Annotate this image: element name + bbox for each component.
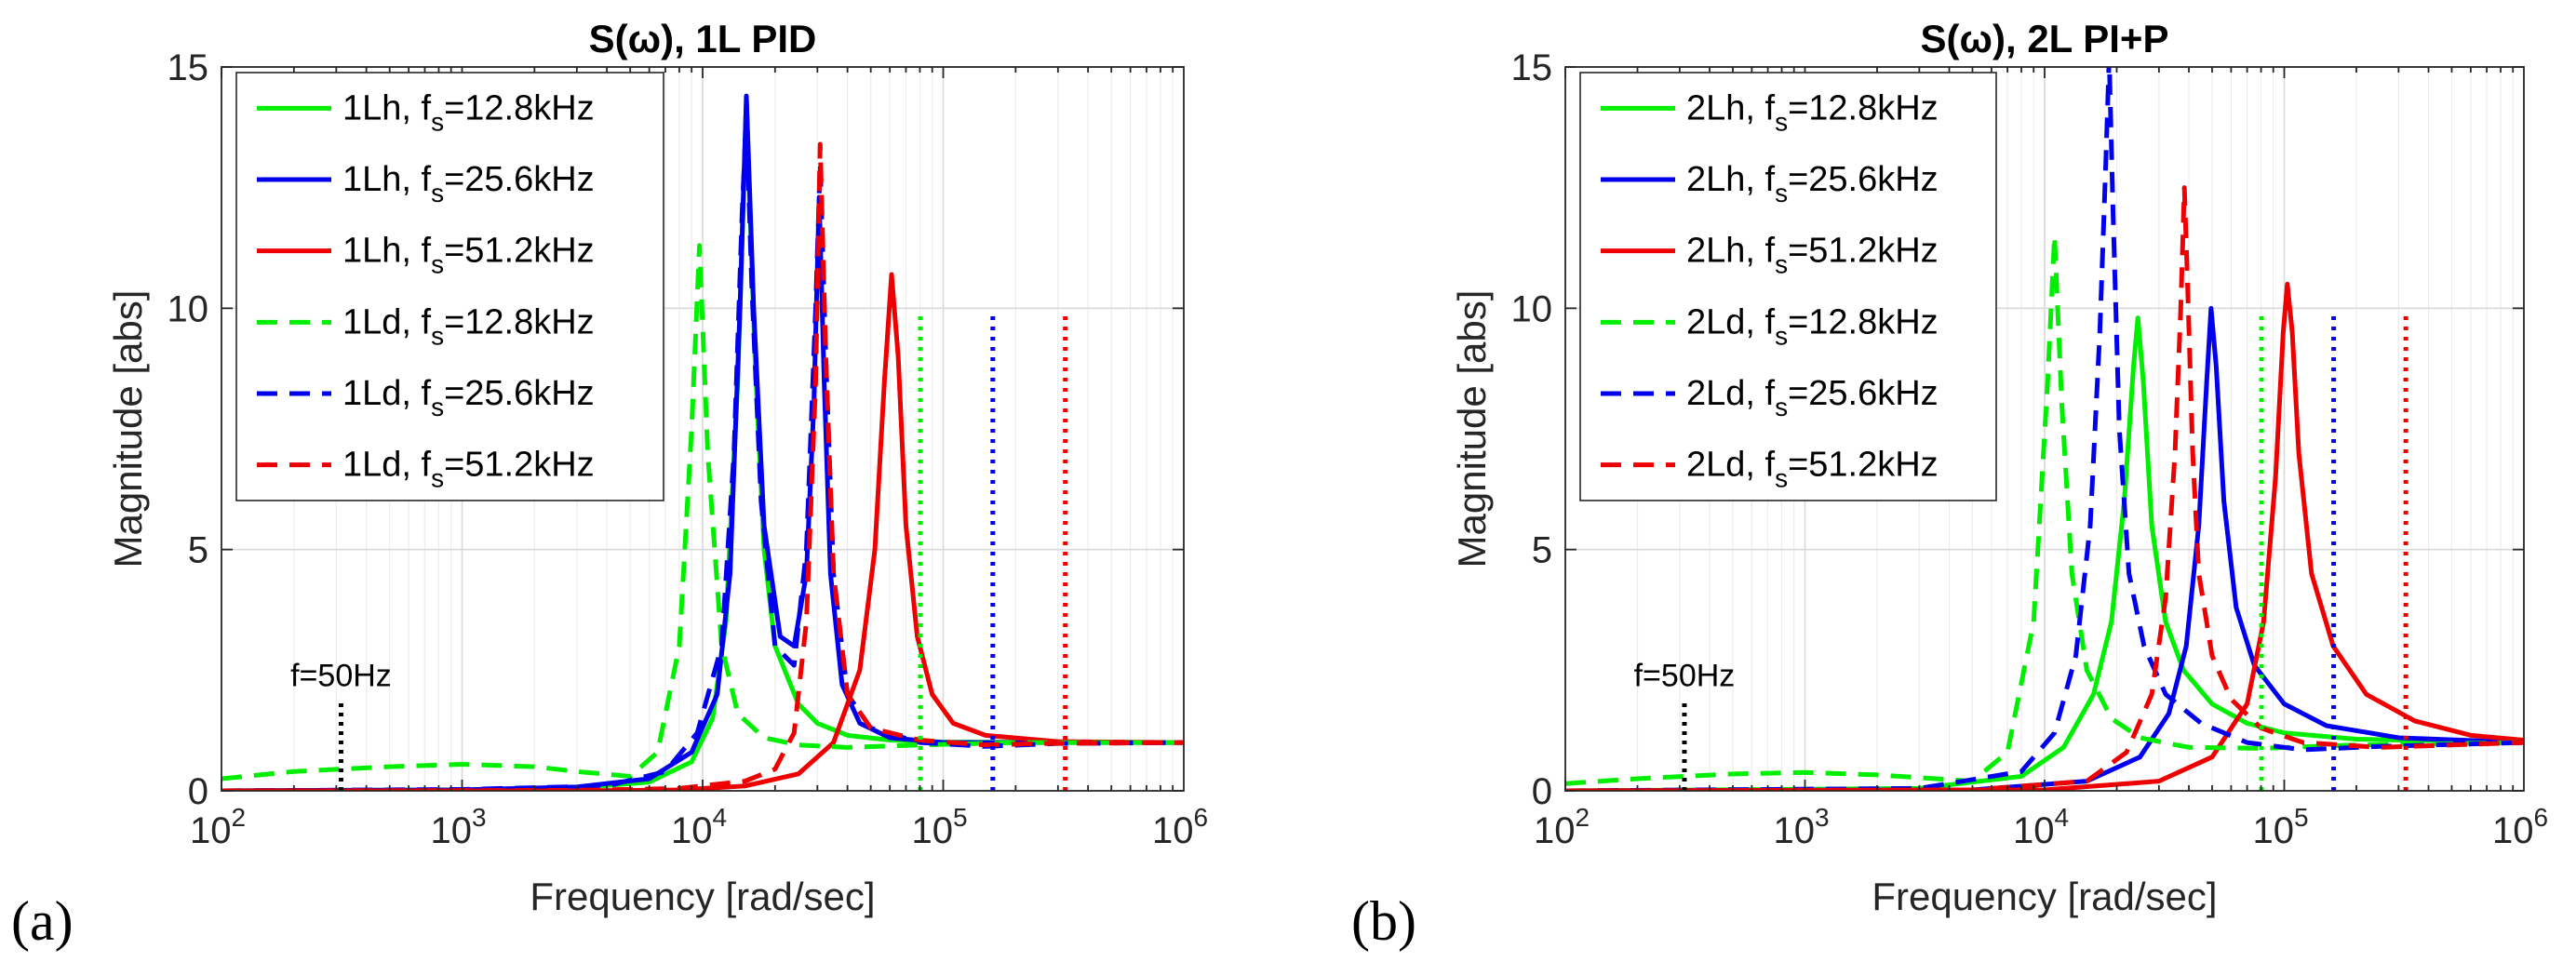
legend-label: 2Ld, fs=12.8kHz	[1686, 302, 1939, 350]
series-line-2	[221, 272, 1184, 791]
chart-title: S(ω), 1L PID	[589, 17, 817, 60]
legend-label: 1Lh, fs=51.2kHz	[342, 232, 595, 279]
y-tick-label: 10	[1511, 288, 1553, 329]
x-tick-label: 102	[1534, 803, 1590, 851]
y-tick-label: 0	[188, 771, 208, 812]
series-line-5	[1565, 185, 2524, 791]
y-tick-label: 10	[168, 288, 209, 329]
x-tick-label: 106	[2492, 803, 2548, 851]
series-line-3	[1565, 234, 2524, 786]
series-line-2	[1565, 281, 2524, 791]
legend-label: 1Ld, fs=25.6kHz	[342, 374, 595, 421]
y-tick-label: 15	[168, 47, 209, 88]
x-tick-label: 104	[2013, 803, 2069, 851]
legend-label: 1Lh, fs=12.8kHz	[342, 88, 595, 136]
legend-box	[1579, 72, 1997, 501]
legend-label: 2Ld, fs=25.6kHz	[1686, 374, 1939, 421]
series-line-5	[221, 141, 1184, 791]
x-axis-label: Frequency [rad/sec]	[530, 875, 875, 918]
series-line-4	[221, 113, 1184, 791]
series-group	[221, 93, 1184, 791]
legend-label: 1Ld, fs=51.2kHz	[342, 446, 595, 493]
ticks	[221, 66, 1184, 792]
chart-title: S(ω), 2L PI+P	[1921, 17, 2169, 60]
y-axis-label: Magnitude [abs]	[106, 290, 150, 568]
y-tick-label: 15	[1511, 47, 1553, 88]
y-tick-label: 5	[1532, 530, 1552, 571]
series-line-3	[221, 243, 1184, 782]
y-tick-label: 5	[188, 530, 208, 571]
y-axis-label: Magnitude [abs]	[1450, 290, 1494, 568]
panel-label: (a)	[11, 890, 74, 952]
legend-box	[235, 72, 664, 501]
annotation-label: f=50Hz	[1634, 658, 1736, 693]
legend-label: 2Ld, fs=51.2kHz	[1686, 446, 1939, 493]
x-tick-label: 102	[190, 803, 246, 851]
chart-panel-0: f=50Hz 102 103 104 105 106 0 5 10 15 Frequency [ra…	[11, 17, 1208, 952]
ticks	[1564, 66, 2524, 792]
x-tick-label: 103	[430, 803, 486, 851]
x-tick-label: 105	[2252, 803, 2308, 851]
legend-label: 1Ld, fs=12.8kHz	[342, 302, 595, 350]
series-line-0	[1565, 315, 2524, 791]
legend-label: 2Lh, fs=25.6kHz	[1686, 160, 1939, 207]
series-group	[1565, 67, 2524, 791]
annotation-label: f=50Hz	[290, 658, 392, 693]
panel-label: (b)	[1351, 890, 1416, 952]
legend-label: 1Lh, fs=25.6kHz	[342, 160, 595, 207]
legend-label: 2Lh, fs=51.2kHz	[1686, 232, 1939, 279]
x-tick-label: 103	[1773, 803, 1829, 851]
y-tick-label: 0	[1532, 771, 1552, 812]
x-axis-label: Frequency [rad/sec]	[1872, 875, 2217, 918]
chart-panel-1: f=50Hz 102 103 104 105 106 0 5 10 15 Frequency [ra…	[1351, 17, 2548, 952]
x-tick-label: 105	[911, 803, 967, 851]
legend: 2Lh, fs=12.8kHz 2Lh, fs=25.6kHz 2Lh, fs=51…	[1579, 72, 1997, 501]
legend: 1Lh, fs=12.8kHz 1Lh, fs=25.6kHz 1Lh, fs=51…	[235, 72, 664, 501]
x-tick-label: 106	[1152, 803, 1208, 851]
series-line-4	[1565, 67, 2524, 791]
series-line-1	[1565, 305, 2524, 791]
x-tick-label: 104	[671, 803, 727, 851]
legend-label: 2Lh, fs=12.8kHz	[1686, 88, 1939, 136]
